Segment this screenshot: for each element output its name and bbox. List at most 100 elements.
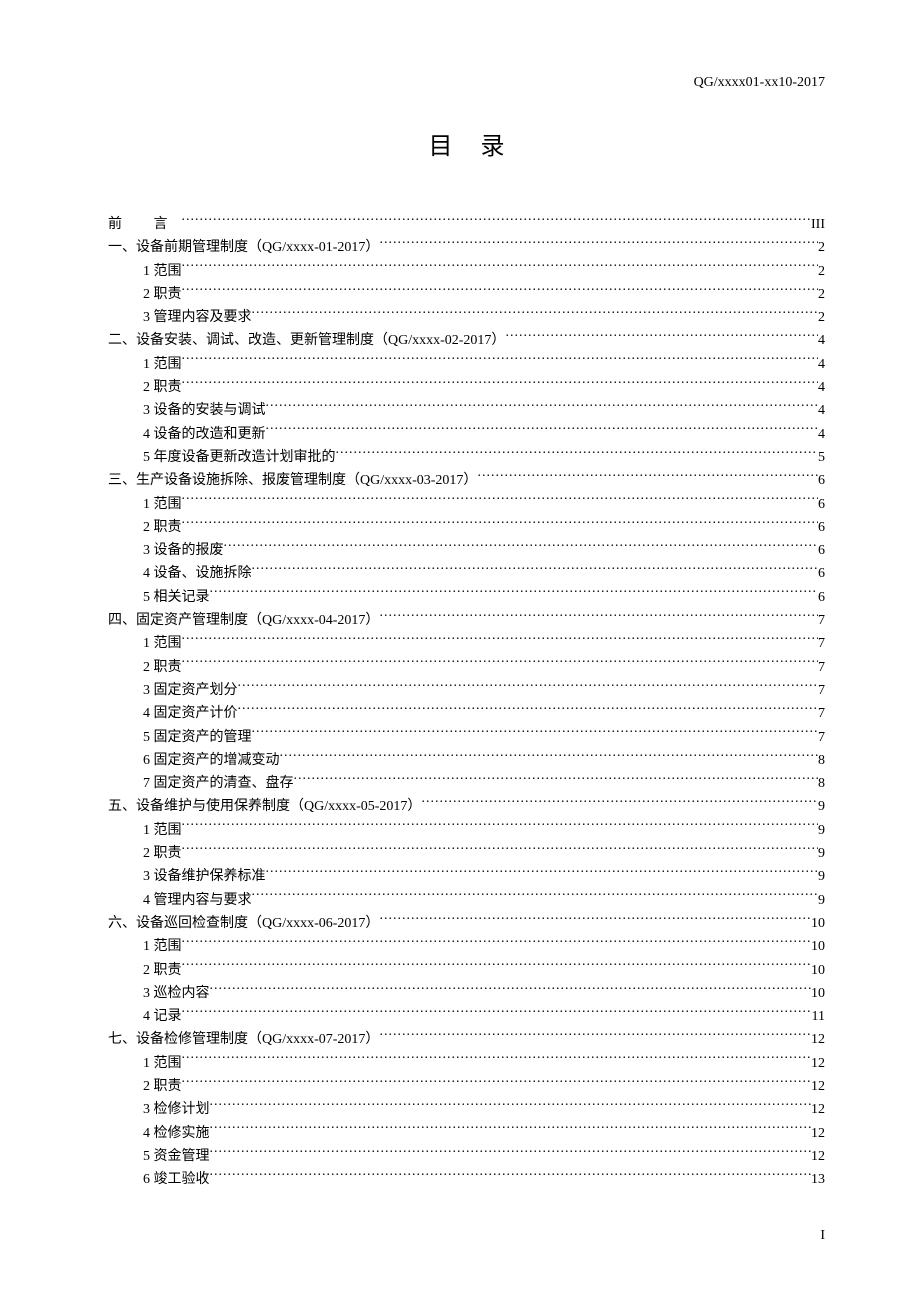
toc-entry-page: 10 — [811, 935, 825, 958]
toc-entry-label: 五、设备维护与使用保养制度（QG/xxxx-05-2017） — [108, 795, 421, 818]
toc-dot-leader — [266, 424, 819, 438]
toc-entry-page: 12 — [811, 1052, 825, 1075]
toc-entry-label: 3 管理内容及要求 — [143, 306, 252, 329]
toc-entry-label: 四、固定资产管理制度（QG/xxxx-04-2017） — [108, 609, 379, 632]
toc-entry: 前 言 III — [108, 213, 825, 236]
toc-entry: 2 职责 6 — [108, 516, 825, 539]
toc-entry-label: 二、设备安装、调试、改造、更新管理制度（QG/xxxx-02-2017） — [108, 329, 505, 352]
toc-entry-label: 5 固定资产的管理 — [143, 726, 252, 749]
toc-entry-label: 2 职责 — [143, 283, 182, 306]
toc-entry-label: 7 固定资产的清查、盘存 — [143, 772, 294, 795]
toc-entry-label: 前 言 — [108, 213, 182, 236]
toc-dot-leader — [210, 587, 819, 601]
toc-dot-leader — [238, 680, 819, 694]
toc-dot-leader — [210, 1169, 812, 1183]
toc-entry: 五、设备维护与使用保养制度（QG/xxxx-05-2017） 9 — [108, 795, 825, 818]
toc-dot-leader — [182, 843, 819, 857]
toc-entry-page: 6 — [818, 586, 825, 609]
toc-dot-leader — [379, 1029, 811, 1043]
toc-entry-page: III — [811, 213, 825, 236]
toc-entry: 3 设备的安装与调试4 — [108, 399, 825, 422]
toc-entry-label: 3 检修计划 — [143, 1098, 210, 1121]
toc-dot-leader — [421, 796, 818, 810]
toc-entry: 3 巡检内容10 — [108, 982, 825, 1005]
page-number: I — [820, 1228, 825, 1244]
toc-dot-leader — [238, 703, 819, 717]
toc-entry: 1 范围 12 — [108, 1052, 825, 1075]
toc-entry-label: 2 职责 — [143, 842, 182, 865]
toc-dot-leader — [182, 820, 819, 834]
toc-entry: 4 管理内容与要求9 — [108, 889, 825, 912]
toc-dot-leader — [505, 330, 818, 344]
toc-entry-page: 10 — [811, 959, 825, 982]
toc-entry-page: 2 — [818, 260, 825, 283]
toc-entry: 1 范围4 — [108, 353, 825, 376]
toc-entry-label: 1 范围 — [143, 632, 182, 655]
toc-entry-label: 2 职责 — [143, 516, 182, 539]
toc-dot-leader — [252, 727, 819, 741]
toc-dot-leader — [252, 890, 819, 904]
toc-dot-leader — [182, 494, 819, 508]
toc-dot-leader — [182, 517, 819, 531]
toc-dot-leader — [182, 960, 812, 974]
toc-entry: 3 设备的报废6 — [108, 539, 825, 562]
toc-entry-label: 六、设备巡回检查制度（QG/xxxx-06-2017） — [108, 912, 379, 935]
toc-entry-label: 3 设备的安装与调试 — [143, 399, 266, 422]
toc-entry-label: 4 检修实施 — [143, 1122, 210, 1145]
toc-entry: 1 范围9 — [108, 819, 825, 842]
toc-dot-leader — [477, 470, 818, 484]
toc-entry-page: 7 — [818, 702, 825, 725]
toc-entry-page: 13 — [811, 1168, 825, 1191]
toc-dot-leader — [182, 354, 819, 368]
toc-entry-page: 2 — [818, 283, 825, 306]
toc-entry-label: 5 资金管理 — [143, 1145, 210, 1168]
toc-entry-label: 2 职责 — [143, 656, 182, 679]
toc-entry-page: 11 — [812, 1005, 825, 1028]
toc-entry: 2 职责7 — [108, 656, 825, 679]
toc-dot-leader — [182, 1053, 812, 1067]
toc-entry-label: 3 设备的报废 — [143, 539, 224, 562]
toc-dot-leader — [182, 284, 819, 298]
toc-entry-page: 7 — [818, 609, 825, 632]
toc-entry-page: 9 — [818, 795, 825, 818]
toc-dot-leader — [182, 261, 819, 275]
toc-entry: 1 范围 2 — [108, 260, 825, 283]
toc-entry-label: 3 固定资产划分 — [143, 679, 238, 702]
toc-entry: 6 竣工验收13 — [108, 1168, 825, 1191]
toc-entry: 2 职责 2 — [108, 283, 825, 306]
toc-entry-label: 1 范围 — [143, 935, 182, 958]
toc-entry: 7 固定资产的清查、盘存8 — [108, 772, 825, 795]
toc-entry-label: 2 职责 — [143, 959, 182, 982]
toc-entry: 一、设备前期管理制度（QG/xxxx-01-2017）2 — [108, 236, 825, 259]
toc-entry: 4 设备的改造和更新4 — [108, 423, 825, 446]
toc-entry-label: 1 范围 — [143, 353, 182, 376]
toc-list: 前 言III一、设备前期管理制度（QG/xxxx-01-2017）21 范围22… — [108, 213, 825, 1191]
toc-dot-leader — [210, 1099, 812, 1113]
toc-entry-page: 10 — [811, 912, 825, 935]
toc-entry: 3 管理内容及要求2 — [108, 306, 825, 329]
toc-dot-leader — [224, 540, 819, 554]
toc-entry-page: 10 — [811, 982, 825, 1005]
toc-entry-label: 1 范围 — [143, 260, 182, 283]
toc-dot-leader — [182, 633, 819, 647]
toc-entry-label: 2 职责 — [143, 1075, 182, 1098]
toc-entry-label: 4 固定资产计价 — [143, 702, 238, 725]
toc-entry-page: 6 — [818, 469, 825, 492]
toc-entry-label: 1 范围 — [143, 493, 182, 516]
toc-entry: 4 设备、设施拆除6 — [108, 562, 825, 585]
toc-entry: 1 范围7 — [108, 632, 825, 655]
toc-entry-label: 三、生产设备设施拆除、报废管理制度（QG/xxxx-03-2017） — [108, 469, 477, 492]
toc-entry: 2 职责4 — [108, 376, 825, 399]
toc-entry: 4 检修实施12 — [108, 1122, 825, 1145]
toc-entry-label: 1 范围 — [143, 1052, 182, 1075]
toc-dot-leader — [182, 657, 819, 671]
toc-entry: 3 设备维护保养标准9 — [108, 865, 825, 888]
toc-dot-leader — [182, 1076, 812, 1090]
toc-dot-leader — [210, 983, 812, 997]
toc-dot-leader — [210, 1123, 812, 1137]
header-document-code: QG/xxxx01-xx10-2017 — [108, 75, 825, 91]
toc-entry-page: 4 — [818, 376, 825, 399]
toc-entry: 3 固定资产划分7 — [108, 679, 825, 702]
toc-entry-page: 9 — [818, 865, 825, 888]
toc-entry-page: 6 — [818, 516, 825, 539]
